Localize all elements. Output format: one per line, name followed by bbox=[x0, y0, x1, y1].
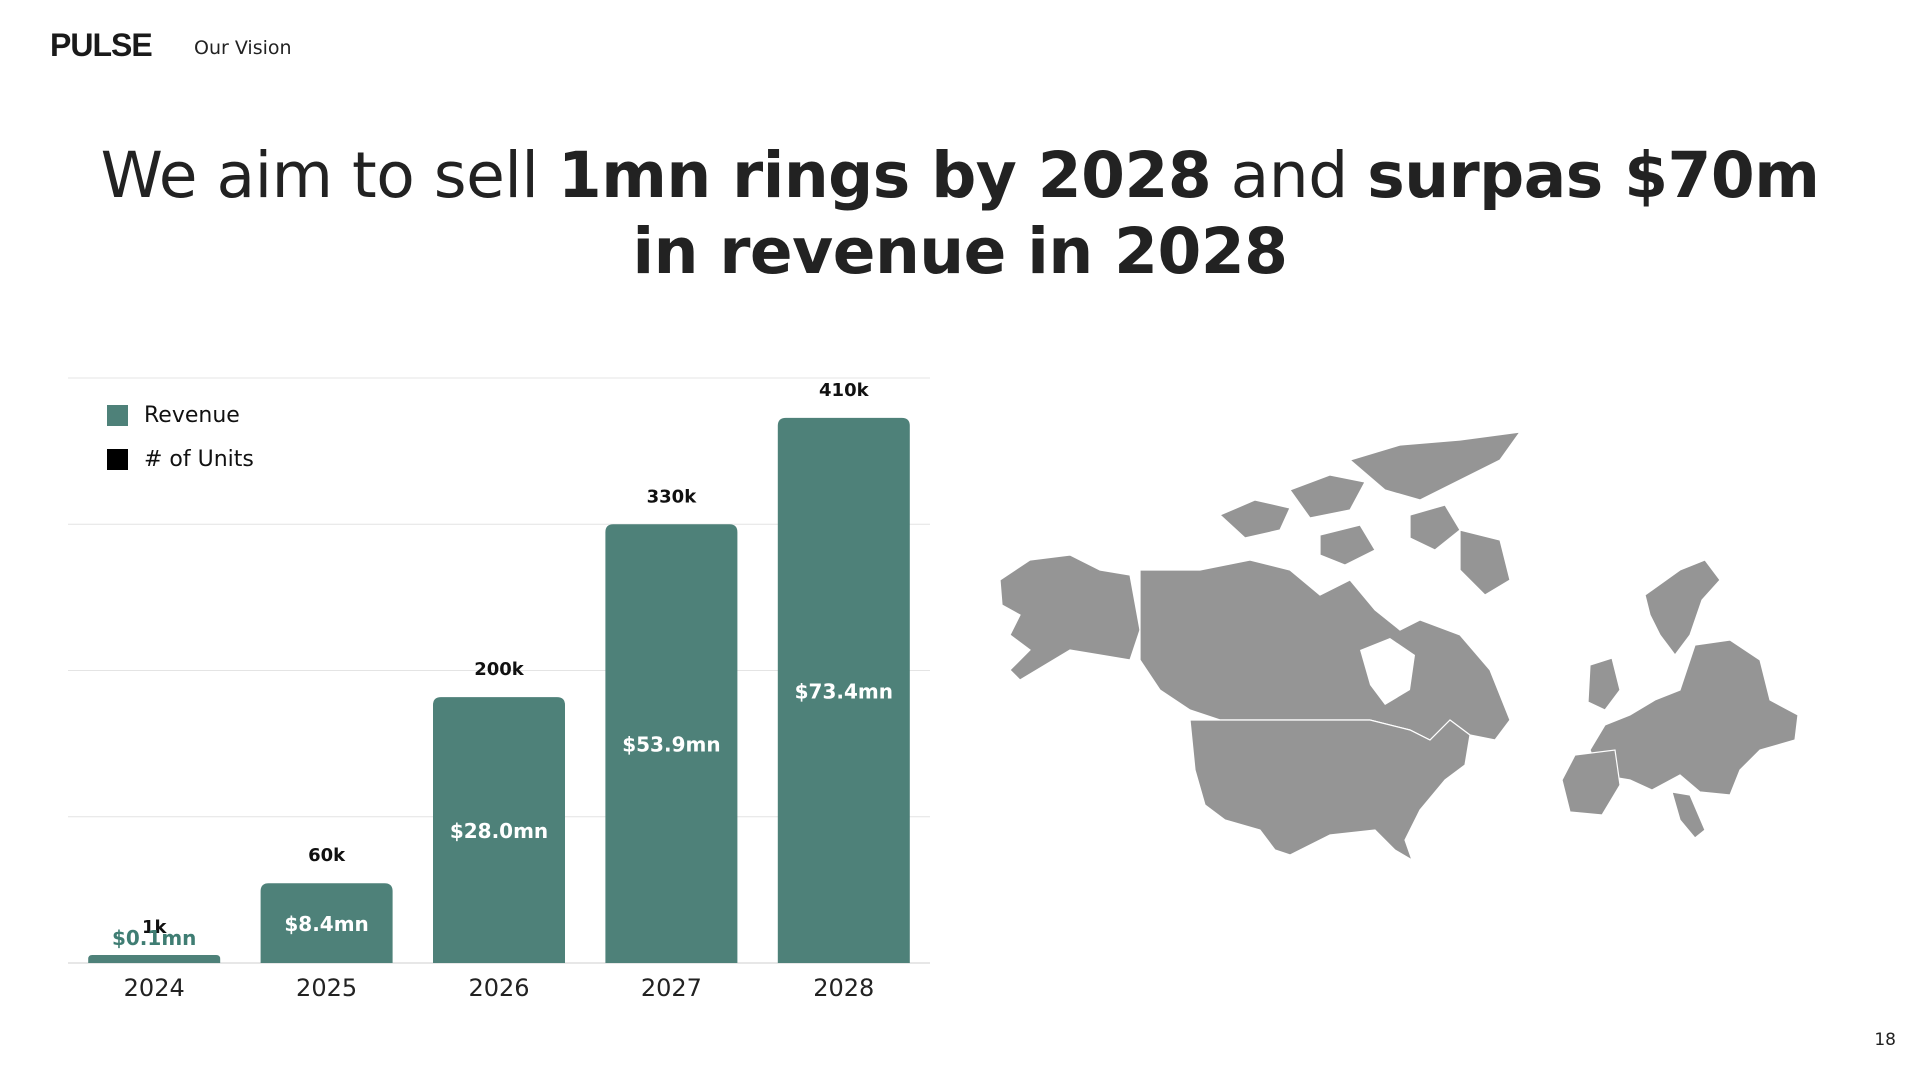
x-tick-2026: 2026 bbox=[468, 974, 529, 1002]
units-label-2026: 200k bbox=[474, 659, 525, 680]
bar-2028 bbox=[777, 417, 910, 963]
chart-legend: Revenue # of Units bbox=[107, 393, 254, 481]
page-title: We aim to sell 1mn rings by 2028 and sur… bbox=[60, 138, 1860, 290]
x-tick-2024: 2024 bbox=[124, 974, 185, 1002]
section-label: Our Vision bbox=[194, 37, 292, 59]
revenue-label-2025: $8.4mn bbox=[284, 912, 368, 936]
revenue-label-2028: $73.4mn bbox=[795, 679, 893, 703]
units-label-2027: 330k bbox=[647, 486, 698, 507]
brand-logo: PULSE bbox=[50, 27, 153, 63]
x-tick-2025: 2025 bbox=[296, 974, 357, 1002]
revenue-label-2026: $28.0mn bbox=[450, 819, 548, 843]
x-tick-2027: 2027 bbox=[641, 974, 702, 1002]
bar-2025 bbox=[260, 883, 393, 963]
units-label-2025: 60k bbox=[308, 845, 346, 866]
page-number: 18 bbox=[1874, 1030, 1896, 1050]
title-part-2: and bbox=[1211, 139, 1368, 212]
x-tick-2028: 2028 bbox=[813, 974, 874, 1002]
legend-swatch-revenue bbox=[107, 404, 128, 426]
legend-item-units: # of Units bbox=[107, 437, 254, 481]
title-part-1: We aim to sell bbox=[100, 139, 558, 212]
units-label-2024: 1k bbox=[142, 917, 168, 938]
revenue-label-2027: $53.9mn bbox=[622, 733, 720, 757]
title-highlight-rings: 1mn rings by 2028 bbox=[557, 139, 1212, 212]
north-america-europe-map-icon bbox=[999, 431, 1799, 862]
revenue-label-2024: $0.1mn bbox=[112, 926, 196, 950]
bar-2026 bbox=[433, 697, 565, 963]
bar-2024 bbox=[88, 955, 221, 963]
legend-swatch-units bbox=[107, 448, 128, 470]
bar-2027 bbox=[605, 524, 738, 963]
legend-label-revenue: Revenue bbox=[144, 402, 240, 428]
legend-item-revenue: Revenue bbox=[107, 393, 254, 437]
legend-label-units: # of Units bbox=[144, 446, 254, 472]
units-label-2028: 410k bbox=[819, 380, 870, 401]
title-highlight-year: in revenue in 2028 bbox=[632, 215, 1288, 288]
title-highlight-revenue: surpas $70m bbox=[1367, 139, 1820, 212]
